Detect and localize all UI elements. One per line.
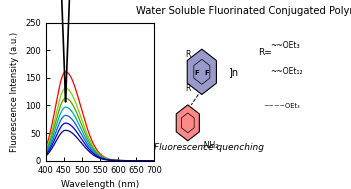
Text: R: R bbox=[185, 84, 191, 93]
Text: R: R bbox=[185, 50, 191, 59]
Text: ~~OEt₃: ~~OEt₃ bbox=[270, 41, 300, 50]
Text: F: F bbox=[205, 70, 210, 76]
Text: R=: R= bbox=[258, 48, 272, 57]
Text: ~~~~OEt₃: ~~~~OEt₃ bbox=[263, 103, 300, 109]
Text: F: F bbox=[194, 70, 199, 76]
Text: -NH₂: -NH₂ bbox=[202, 141, 219, 150]
Text: ~~OEt₁₂: ~~OEt₁₂ bbox=[270, 67, 303, 76]
Y-axis label: Fluorescence Intensity (a.u.): Fluorescence Intensity (a.u.) bbox=[11, 32, 19, 152]
X-axis label: Wavelength (nm): Wavelength (nm) bbox=[61, 180, 139, 189]
Text: Water Soluble Fluorinated Conjugated Polymer: Water Soluble Fluorinated Conjugated Pol… bbox=[136, 6, 351, 16]
Text: Fluorescence quenching: Fluorescence quenching bbox=[154, 143, 264, 152]
Text: ]n: ]n bbox=[228, 67, 238, 77]
